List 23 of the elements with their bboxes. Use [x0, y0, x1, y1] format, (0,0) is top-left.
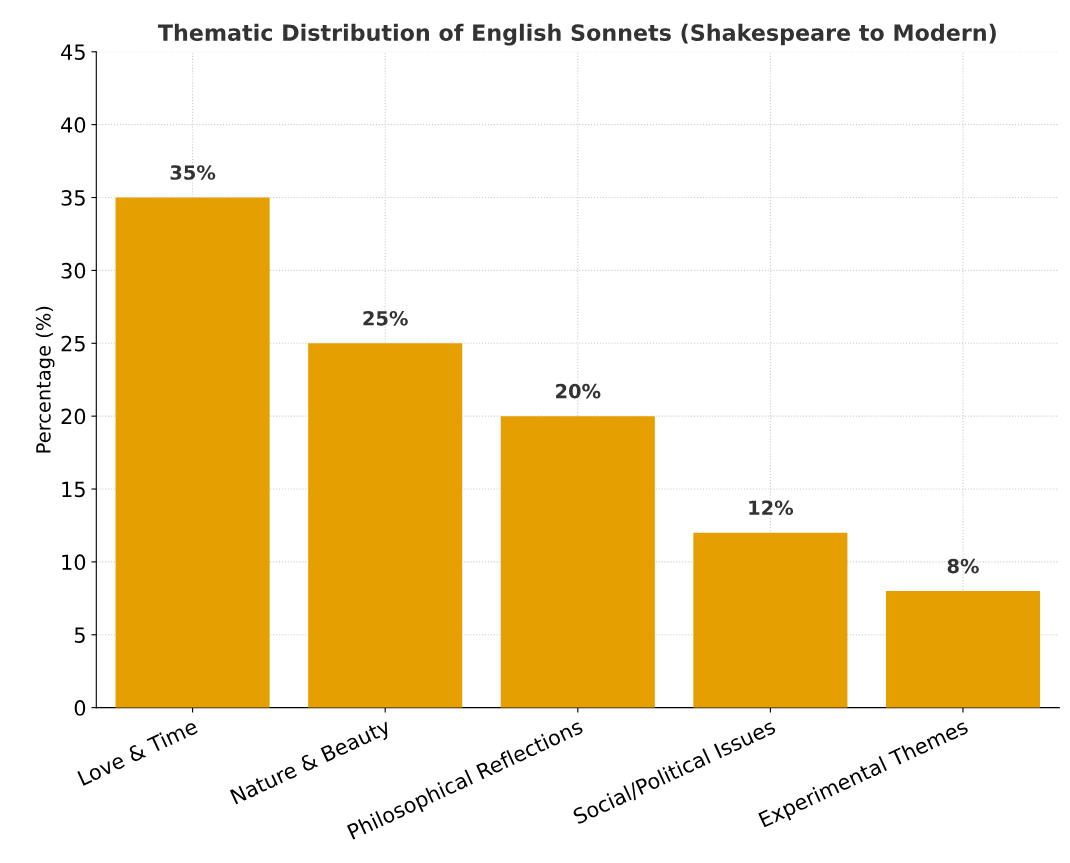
data-label: 35%	[170, 165, 216, 180]
x-tick-label: Love & Time	[76, 717, 199, 786]
bar	[885, 591, 1041, 708]
y-tick-label: 30	[61, 262, 86, 279]
y-tick-label: 40	[61, 117, 86, 133]
bar	[308, 343, 463, 708]
y-tick-label: 5	[74, 627, 85, 643]
y-tick-label: 35	[61, 189, 85, 206]
chart-title: Thematic Distribution of English Sonnets (Shakespeare to Modern)	[157, 23, 996, 46]
bar	[500, 416, 655, 708]
y-tick-label: 20	[61, 408, 86, 425]
bar	[693, 532, 848, 708]
y-axis-title: Percentage (%)	[35, 306, 55, 453]
data-label: 20%	[556, 383, 601, 399]
y-tick-label: 25	[61, 335, 85, 352]
y-tick-label: 0	[74, 700, 86, 716]
data-label: 25%	[363, 310, 408, 326]
y-tick-label: 10	[62, 554, 86, 571]
y-tick-label: 45	[61, 44, 85, 60]
data-label: 8%	[947, 558, 979, 574]
data-label: 12%	[749, 500, 794, 516]
bar	[115, 197, 270, 708]
y-tick-label: 15	[62, 481, 85, 498]
